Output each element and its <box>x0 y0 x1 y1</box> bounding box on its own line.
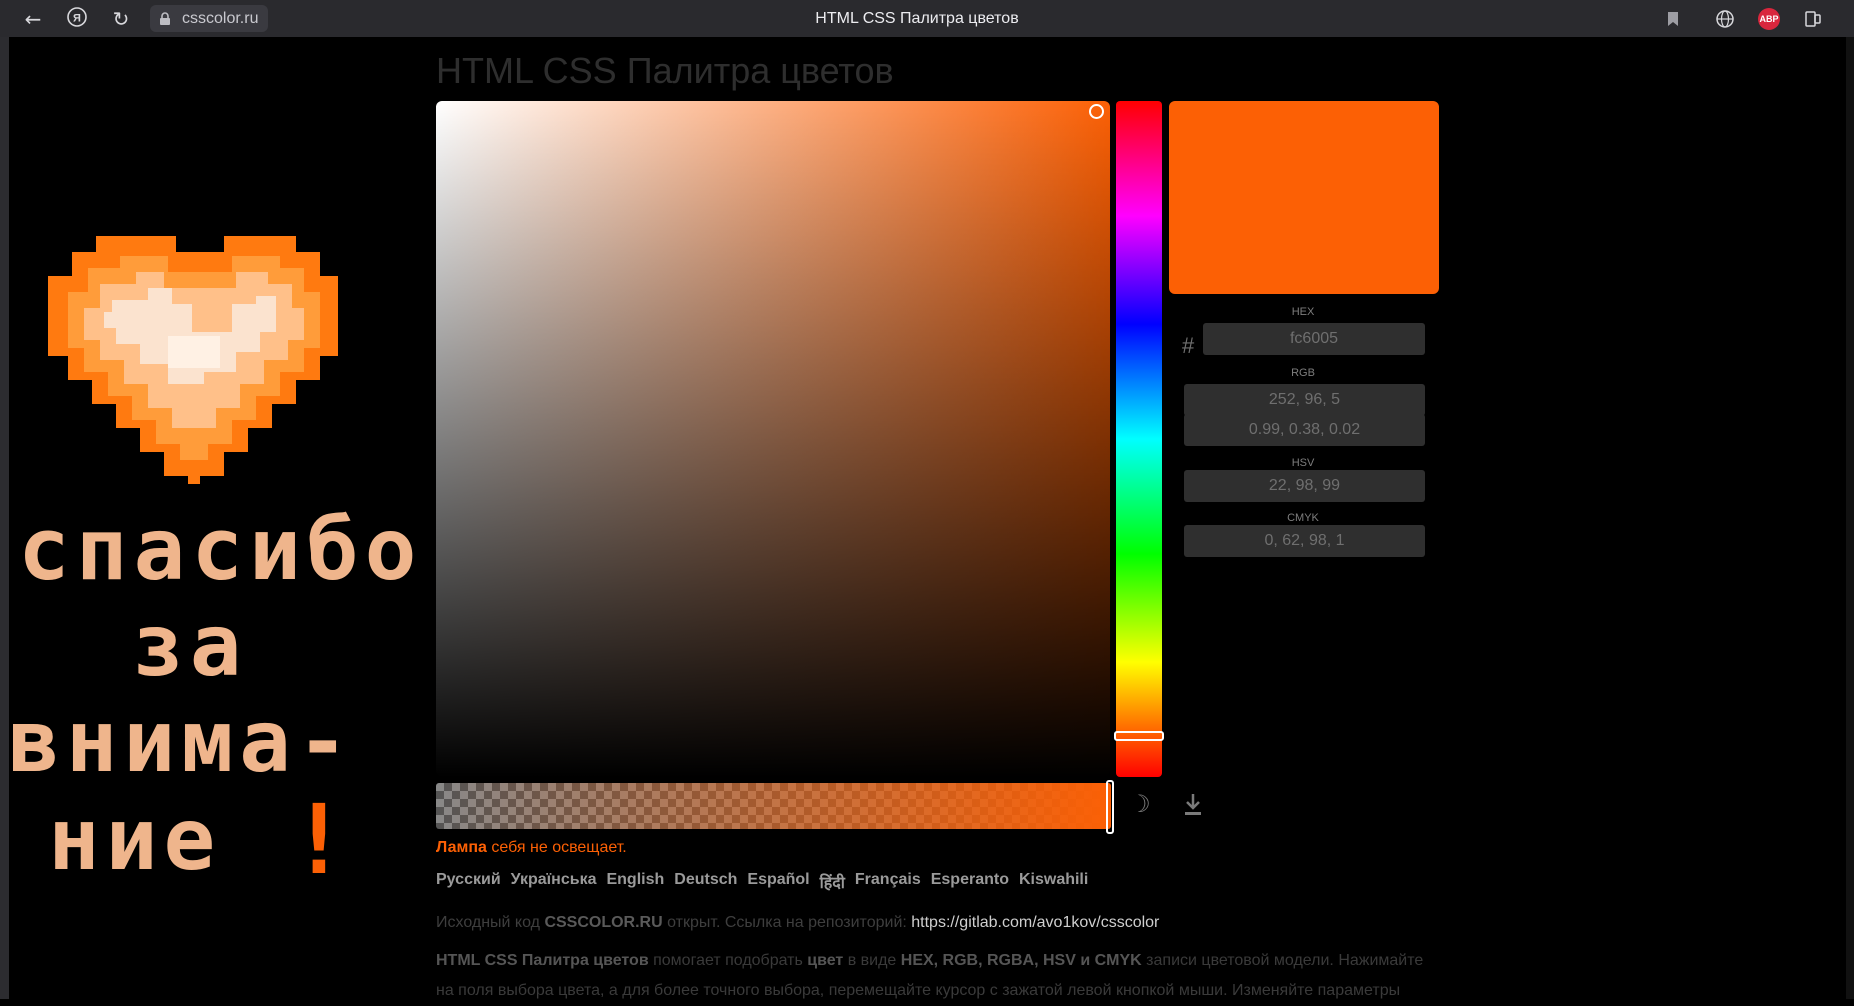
alpha-slider-handle[interactable] <box>1106 780 1114 834</box>
lang-link-fr[interactable]: Français <box>854 871 921 888</box>
url-text: csscolor.ru <box>182 9 259 27</box>
address-bar[interactable]: csscolor.ru <box>150 5 268 32</box>
desc-t1: помогает подобрать <box>648 952 808 969</box>
language-list: Русский Українська English Deutsch Españ… <box>436 871 1088 893</box>
saturation-value-picker[interactable] <box>436 101 1110 777</box>
alpha-slider[interactable] <box>436 783 1111 829</box>
translate-globe-icon[interactable] <box>1712 6 1738 32</box>
desc-b1: HTML CSS Палитра цветов <box>436 952 649 969</box>
pixel-heart-icon <box>48 236 338 484</box>
lang-link-en[interactable]: English <box>606 871 665 888</box>
page-title: HTML CSS Палитра цветов <box>436 50 894 91</box>
hsv-label: HSV <box>1291 457 1315 469</box>
lang-link-uk[interactable]: Українська <box>510 871 597 888</box>
source-prefix: Исходный код <box>436 914 545 931</box>
scrollbar-track[interactable] <box>1846 37 1854 999</box>
adblock-extension-icon[interactable]: ABP <box>1758 8 1780 30</box>
thanks-line-2: за <box>132 596 248 696</box>
color-preview-swatch <box>1169 101 1439 294</box>
download-icon[interactable] <box>1180 790 1206 818</box>
lock-icon <box>160 11 170 25</box>
lang-link-es[interactable]: Español <box>747 871 810 888</box>
lamp-note-bold: Лампа <box>436 839 487 856</box>
desc-t3: записи цветовой модели. Нажимайте на пол… <box>436 952 1424 999</box>
hash-symbol: # <box>1182 333 1195 358</box>
rgb-input[interactable]: 252, 96, 5 <box>1184 384 1425 416</box>
bookmark-icon[interactable] <box>1660 6 1686 32</box>
rgb-label: RGB <box>1291 367 1315 379</box>
lang-link-eo[interactable]: Esperanto <box>930 871 1009 888</box>
desc-b2: цвет <box>807 952 844 969</box>
repository-link[interactable]: https://gitlab.com/avo1kov/csscolor <box>911 914 1160 931</box>
cmyk-label: CMYK <box>1287 512 1319 524</box>
thanks-line-4: ние <box>48 790 222 890</box>
dark-mode-moon-icon[interactable]: ☽ <box>1129 790 1151 818</box>
lang-link-sw[interactable]: Kiswahili <box>1018 871 1089 888</box>
description-text: HTML CSS Палитра цветов помогает подобра… <box>436 946 1436 1006</box>
source-code-note: Исходный код CSSCOLOR.RU открыт. Ссылка … <box>436 914 1159 932</box>
lang-link-ru[interactable]: Русский <box>436 871 501 888</box>
extensions-icon[interactable] <box>1800 6 1826 32</box>
lang-link-de[interactable]: Deutsch <box>674 871 738 888</box>
thanks-line-3: внима- <box>8 692 355 792</box>
back-icon[interactable]: ← <box>24 7 42 31</box>
rgb-float-input[interactable]: 0.99, 0.38, 0.02 <box>1184 414 1425 446</box>
cmyk-input[interactable]: 0, 62, 98, 1 <box>1184 525 1425 557</box>
source-site: CSSCOLOR.RU <box>544 914 663 931</box>
hex-input[interactable]: fc6005 <box>1203 323 1425 355</box>
sv-picker-cursor[interactable] <box>1089 104 1104 119</box>
desc-b3: HEX, RGB, RGBA, HSV и CMYK <box>900 952 1142 969</box>
lamp-note: Лампа себя не освещает. <box>436 839 627 857</box>
hex-label: HEX <box>1291 306 1315 318</box>
svg-text:Я: Я <box>73 13 81 25</box>
desc-t2: в виде <box>843 952 901 969</box>
lamp-note-text: себя не освещает. <box>486 839 627 856</box>
hue-slider-handle[interactable] <box>1114 731 1164 741</box>
thanks-line-1: спасибо <box>18 500 423 600</box>
left-window-edge <box>0 37 9 999</box>
browser-toolbar: ← Я ↻ csscolor.ru HTML CSS Палитра цвето… <box>0 0 1854 37</box>
lang-link-hi[interactable]: हिंदी <box>819 875 845 892</box>
source-middle: открыт. Ссылка на репозиторий: <box>662 914 912 931</box>
hue-slider[interactable] <box>1116 101 1162 777</box>
yandex-icon[interactable]: Я <box>64 6 90 32</box>
reload-icon[interactable]: ↻ <box>112 7 130 31</box>
tab-title: HTML CSS Палитра цветов <box>815 10 1019 27</box>
hsv-input[interactable]: 22, 98, 99 <box>1184 470 1425 502</box>
thanks-exclamation: ! <box>290 784 354 896</box>
